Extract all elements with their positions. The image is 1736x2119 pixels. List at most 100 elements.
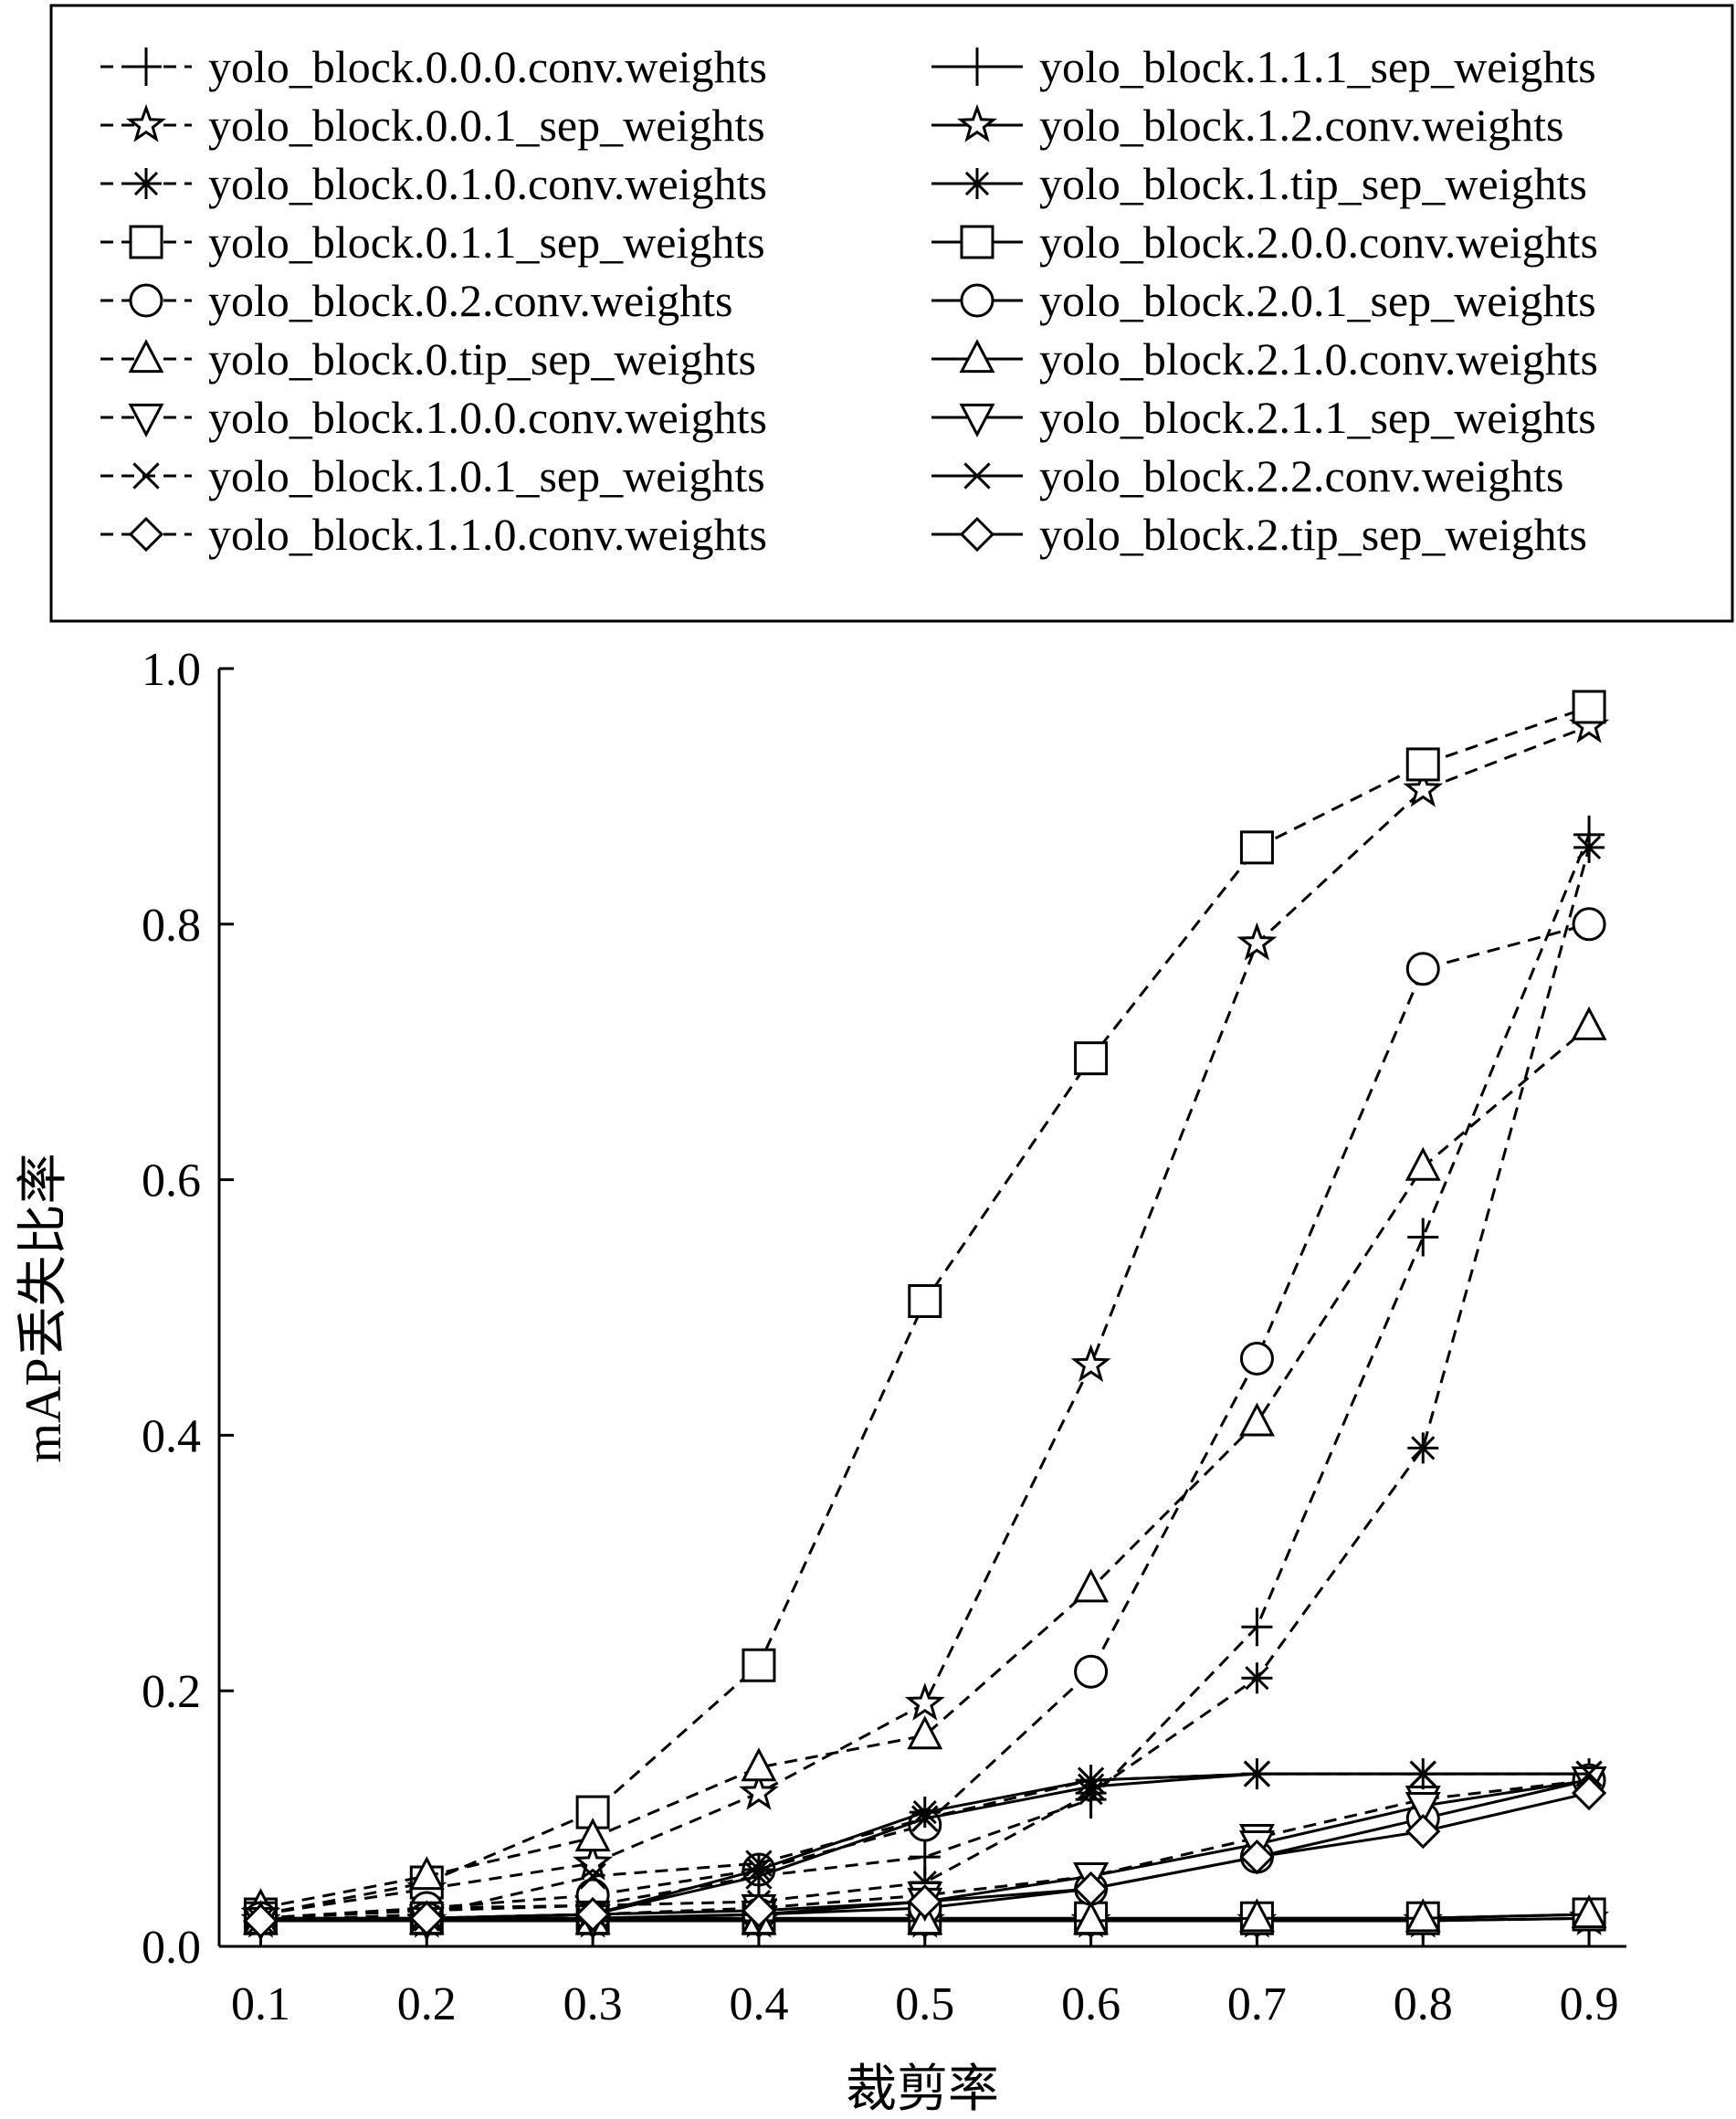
series-yolo_block.2.tip_sep_weights [243,1775,1607,1939]
data-point [1407,1432,1439,1464]
series-yolo_block.0.2.conv.weights [243,907,1606,1935]
y-tick-label: 0.2 [142,1666,201,1718]
data-point [409,1901,445,1936]
data-point [1236,922,1278,961]
x-axis-label: 裁剪率 [846,2061,999,2118]
data-point [573,1841,614,1881]
data-point [574,1896,611,1933]
data-point [574,1818,611,1852]
data-point [745,1862,773,1890]
data-point [1571,1894,1607,1929]
legend-marker [963,462,991,490]
data-point [579,1862,606,1890]
data-point [408,1856,445,1891]
legend-item: yolo_block.2.tip_sep_weights [931,509,1587,560]
data-point [1407,1218,1439,1257]
legend-item: yolo_block.0.1.1_sep_weights [100,216,765,268]
legend-label: yolo_block.1.0.1_sep_weights [208,450,765,501]
data-point [1074,1041,1109,1076]
data-point [1403,768,1444,807]
axes: 裁剪率 mAP丢失比率 [16,669,1626,2118]
legend-label: yolo_block.1.1.0.conv.weights [208,509,767,560]
series-line [260,1025,1591,1910]
data-point [1405,1813,1441,1850]
legend-item: yolo_block.0.1.0.conv.weights [100,158,767,209]
data-point [909,1797,941,1829]
legend-item: yolo_block.0.0.0.conv.weights [100,41,767,92]
y-tick-label: 0.6 [142,1155,201,1207]
legend-item: yolo_block.1.1.0.conv.weights [100,509,767,560]
legend-label: yolo_block.1.tip_sep_weights [1039,158,1587,209]
data-point [1238,1402,1275,1437]
data-point [1405,952,1440,986]
legend-item: yolo_block.0.0.1_sep_weights [100,100,765,151]
legend-label: yolo_block.0.2.conv.weights [208,275,732,326]
legend-label: yolo_block.2.1.0.conv.weights [1039,333,1598,385]
data-point [1241,1608,1273,1647]
legend-marker [129,225,163,259]
series-yolo_block.0.1.0.conv.weights [245,831,1605,1935]
data-point [1572,690,1606,724]
legend-item: yolo_block.2.0.1_sep_weights [931,275,1596,326]
data-point [907,1883,942,1920]
legend-label: yolo_block.1.1.1_sep_weights [1039,41,1596,92]
legend-marker [132,462,160,490]
legend-label: yolo_block.2.tip_sep_weights [1039,509,1587,560]
legend-label: yolo_block.2.0.0.conv.weights [1039,216,1598,268]
series-line [260,922,1590,1920]
legend-item: yolo_block.1.tip_sep_weights [931,158,1587,209]
legend: yolo_block.0.0.0.conv.weights yolo_block.… [49,4,1734,623]
data-point [1075,1765,1107,1797]
legend-item: yolo_block.1.0.1_sep_weights [100,450,765,501]
data-point [1573,831,1605,863]
x-tick-label: 0.3 [563,1978,623,2030]
legend-marker [960,225,994,259]
y-axis-label: mAP丢失比率 [16,1153,72,1462]
y-tick-label: 0.8 [142,900,201,952]
data-point [907,1715,943,1750]
legend-marker [957,103,997,142]
legend-item: yolo_block.0.tip_sep_weights [100,333,756,385]
legend-item: yolo_block.2.0.0.conv.weights [931,216,1598,268]
legend-marker [128,516,164,553]
legend-label: yolo_block.2.2.conv.weights [1039,450,1563,501]
x-tick-label: 0.1 [231,1978,290,2030]
x-tick-label: 0.4 [729,1978,788,2030]
data-point [742,1648,776,1682]
legend-item: yolo_block.0.2.conv.weights [100,275,732,326]
data-point [1572,907,1606,942]
data-point [1239,1839,1275,1875]
data-point [911,1805,939,1832]
data-point [1405,747,1440,782]
data-point [1409,1760,1436,1787]
legend-marker [131,168,162,199]
legend-item: yolo_block.1.0.0.conv.weights [100,392,767,443]
data-point [1239,830,1274,865]
x-tick-label: 0.8 [1394,1978,1453,2030]
x-tick-label: 0.7 [1227,1978,1287,2030]
series [240,690,1610,1941]
data-point [741,1747,777,1782]
data-point [1238,1898,1275,1933]
data-point [741,1892,777,1928]
data-point [1575,1760,1603,1787]
y-tick-label: 1.0 [142,644,201,696]
data-point [1073,1568,1110,1603]
data-point [1405,1792,1441,1827]
legend-item: yolo_block.2.1.0.conv.weights [931,333,1598,385]
legend-box [49,4,1734,623]
data-point [1571,1775,1607,1811]
legend-marker [959,339,995,374]
series-yolo_block.0.tip_sep_weights [242,1006,1607,1923]
data-point [1405,1898,1441,1933]
legend-item: yolo_block.1.1.1_sep_weights [931,41,1596,92]
legend-label: yolo_block.1.2.conv.weights [1039,100,1563,151]
legend-marker [962,168,993,199]
data-point [1070,1344,1111,1383]
legend-marker [959,516,995,553]
x-tick-label: 0.2 [397,1978,457,2030]
legend-label: yolo_block.0.1.1_sep_weights [208,216,765,268]
legend-label: yolo_block.1.0.0.conv.weights [208,392,767,443]
legend-marker [960,283,994,318]
